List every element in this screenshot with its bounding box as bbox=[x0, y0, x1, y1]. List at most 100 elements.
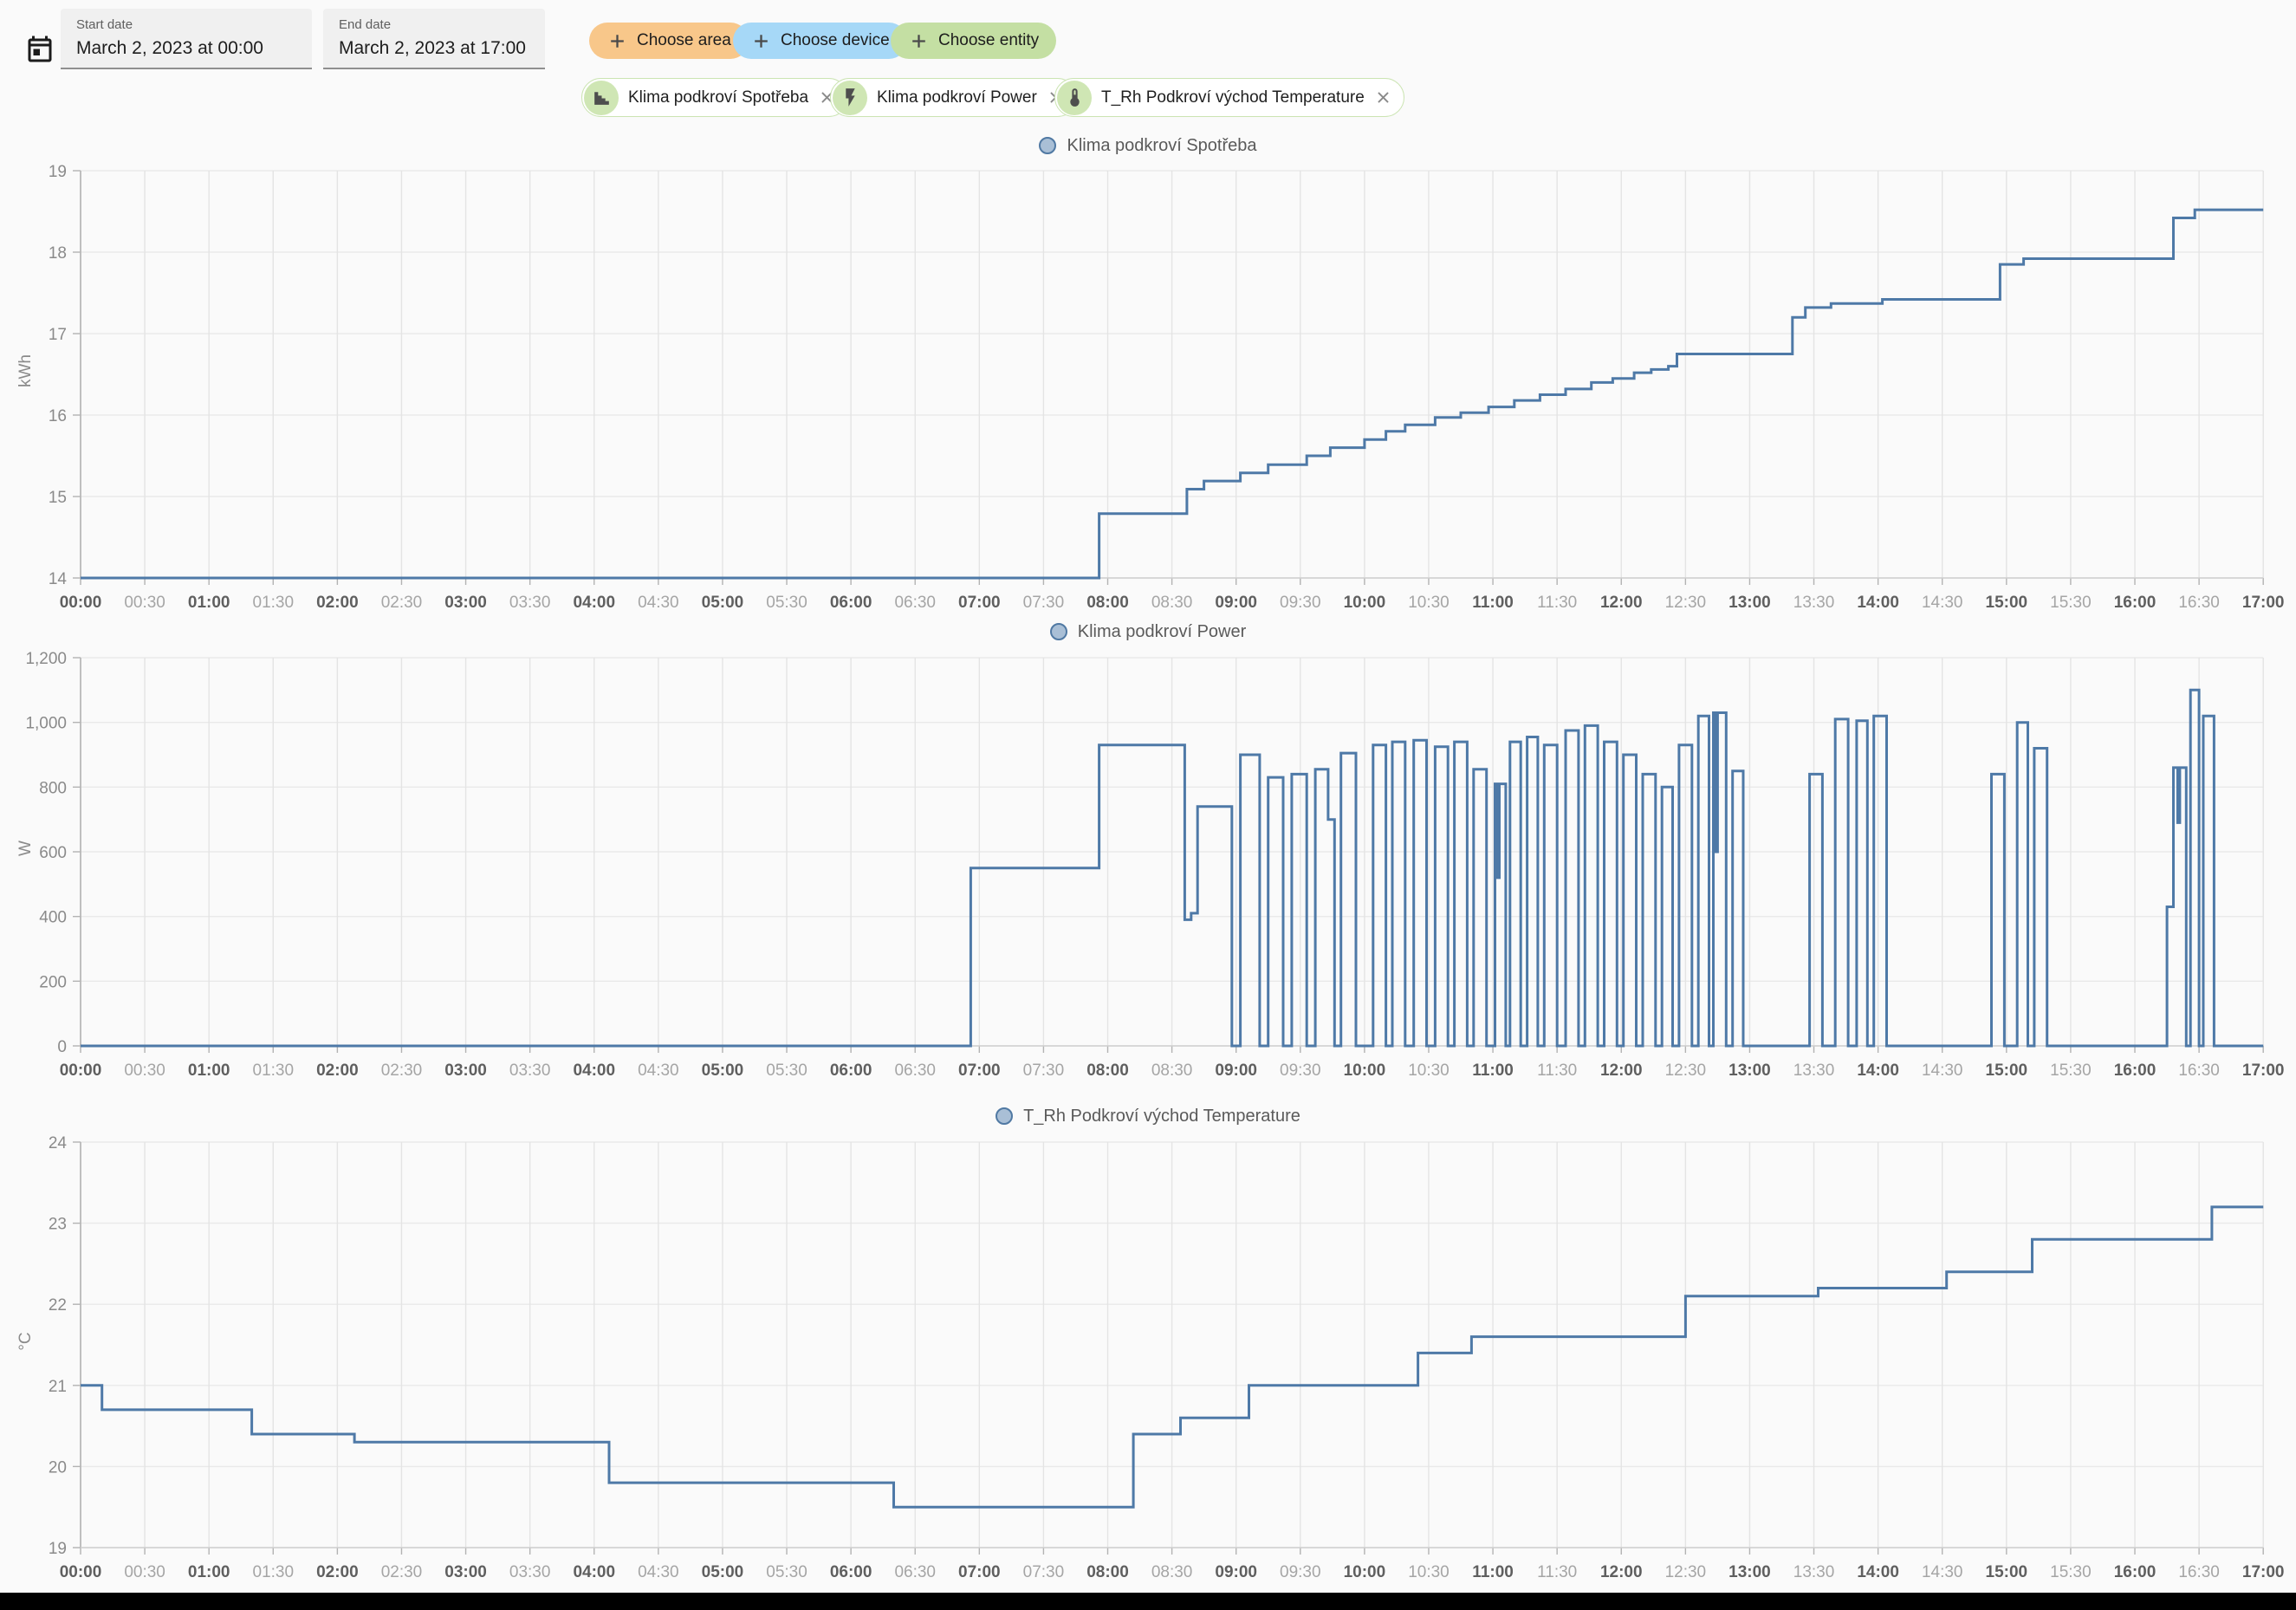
legend-label: Klima podkroví Power bbox=[1077, 621, 1247, 641]
x-tick-label: 04:30 bbox=[638, 1563, 679, 1581]
x-tick-label: 02:30 bbox=[381, 594, 423, 612]
chart-icon bbox=[593, 92, 609, 105]
y-tick-label: 19 bbox=[49, 165, 67, 181]
x-tick-label: 15:30 bbox=[2050, 594, 2092, 612]
x-tick-label: 10:30 bbox=[1408, 1061, 1450, 1079]
x-tick-label: 10:00 bbox=[1344, 1061, 1386, 1079]
chip-klima-spotreba[interactable]: Klima podkroví Spotřeba bbox=[581, 78, 849, 117]
start-date-field[interactable]: Start date March 2, 2023 at 00:00 bbox=[61, 9, 312, 69]
x-tick-label: 13:30 bbox=[1793, 1563, 1835, 1581]
legend-label: Klima podkroví Spotřeba bbox=[1067, 135, 1257, 155]
x-tick-label: 00:00 bbox=[60, 594, 102, 612]
x-tick-label: 16:30 bbox=[2178, 594, 2220, 612]
close-icon[interactable] bbox=[1375, 89, 1391, 106]
x-tick-label: 00:30 bbox=[124, 594, 165, 612]
x-tick-label: 01:00 bbox=[188, 1061, 230, 1079]
choose-area-button[interactable]: Choose area bbox=[589, 23, 749, 59]
x-tick-label: 14:00 bbox=[1857, 1563, 1899, 1581]
x-tick-label: 15:00 bbox=[1986, 594, 2028, 612]
chip-klima-power[interactable]: Klima podkroví Power bbox=[830, 78, 1077, 117]
x-tick-label: 09:00 bbox=[1215, 594, 1257, 612]
flash-icon bbox=[845, 88, 855, 107]
button-label: Choose device bbox=[781, 31, 890, 49]
y-tick-label: 400 bbox=[39, 909, 67, 927]
x-tick-label: 06:00 bbox=[830, 1563, 872, 1581]
chip-close[interactable] bbox=[1375, 89, 1391, 106]
x-tick-label: 06:00 bbox=[830, 1061, 872, 1079]
x-tick-label: 00:30 bbox=[124, 1563, 165, 1581]
chip-temperature[interactable]: T_Rh Podkroví východ Temperature bbox=[1054, 78, 1404, 117]
x-tick-label: 08:30 bbox=[1151, 594, 1193, 612]
x-tick-label: 06:30 bbox=[894, 594, 936, 612]
button-label: Choose area bbox=[637, 31, 731, 49]
x-tick-label: 12:00 bbox=[1600, 1563, 1643, 1581]
x-tick-label: 12:30 bbox=[1665, 1563, 1707, 1581]
legend-temperature[interactable]: T_Rh Podkroví východ Temperature bbox=[0, 1100, 2296, 1132]
bottom-black-bar bbox=[0, 1593, 2296, 1610]
chip-label: T_Rh Podkroví východ Temperature bbox=[1101, 88, 1365, 107]
x-tick-label: 02:30 bbox=[381, 1061, 423, 1079]
x-tick-label: 09:30 bbox=[1280, 1061, 1321, 1079]
x-tick-label: 05:30 bbox=[766, 1061, 807, 1079]
x-tick-label: 04:30 bbox=[638, 1061, 679, 1079]
plus-icon bbox=[755, 34, 768, 48]
legend-power[interactable]: Klima podkroví Power bbox=[0, 616, 2296, 647]
x-tick-label: 01:30 bbox=[253, 594, 295, 612]
legend-energy[interactable]: Klima podkroví Spotřeba bbox=[0, 130, 2296, 161]
x-tick-label: 10:30 bbox=[1408, 1563, 1450, 1581]
x-tick-label: 11:30 bbox=[1537, 594, 1577, 612]
x-tick-label: 12:30 bbox=[1665, 1061, 1707, 1079]
plus-icon bbox=[912, 34, 925, 48]
y-tick-label: 600 bbox=[39, 844, 67, 862]
y-tick-label: 17 bbox=[49, 326, 67, 344]
series-line bbox=[81, 688, 2264, 1048]
x-tick-label: 00:00 bbox=[60, 1061, 102, 1079]
x-tick-label: 15:30 bbox=[2050, 1061, 2092, 1079]
x-tick-label: 15:00 bbox=[1986, 1061, 2028, 1079]
y-tick-label: 18 bbox=[49, 244, 67, 263]
y-tick-label: 19 bbox=[49, 1540, 67, 1558]
x-tick-label: 02:00 bbox=[316, 594, 359, 612]
end-date-field[interactable]: End date March 2, 2023 at 17:00 bbox=[323, 9, 545, 69]
x-tick-label: 11:00 bbox=[1472, 1061, 1514, 1079]
x-tick-label: 14:30 bbox=[1922, 1061, 1963, 1079]
choose-device-button[interactable]: Choose device bbox=[733, 23, 907, 59]
x-tick-label: 05:00 bbox=[702, 594, 744, 612]
x-tick-label: 13:30 bbox=[1793, 1061, 1835, 1079]
chart-svg-1: 0 200 400 600 800 1,000 1,200 00:00 00:30 01:00 01… bbox=[25, 650, 2284, 1079]
y-tick-label: 800 bbox=[39, 779, 67, 797]
x-tick-label: 09:00 bbox=[1215, 1061, 1257, 1079]
x-tick-label: 13:30 bbox=[1793, 594, 1835, 612]
x-tick-label: 10:00 bbox=[1344, 1563, 1386, 1581]
x-tick-label: 10:30 bbox=[1408, 594, 1450, 612]
chip-avatar bbox=[1057, 80, 1092, 115]
x-tick-label: 03:00 bbox=[444, 594, 487, 612]
legend-dot bbox=[1049, 623, 1067, 640]
y-tick-label: 1,000 bbox=[25, 715, 67, 733]
y-tick-label: 20 bbox=[49, 1458, 67, 1477]
x-tick-label: 05:30 bbox=[766, 1563, 807, 1581]
x-tick-label: 02:30 bbox=[381, 1563, 423, 1581]
y-tick-label: 15 bbox=[49, 489, 67, 507]
start-date-value: March 2, 2023 at 00:00 bbox=[76, 38, 263, 58]
x-tick-label: 05:00 bbox=[702, 1563, 744, 1581]
legend-dot bbox=[996, 1107, 1014, 1125]
x-tick-label: 04:00 bbox=[573, 594, 615, 612]
x-tick-label: 05:30 bbox=[766, 594, 807, 612]
y-tick-label: 21 bbox=[49, 1378, 67, 1396]
choose-entity-button[interactable]: Choose entity bbox=[891, 23, 1057, 59]
x-tick-label: 07:30 bbox=[1023, 594, 1065, 612]
y-tick-label: 23 bbox=[49, 1216, 67, 1234]
x-tick-label: 16:30 bbox=[2178, 1563, 2220, 1581]
x-tick-label: 13:00 bbox=[1728, 1061, 1771, 1079]
x-tick-label: 06:00 bbox=[830, 594, 872, 612]
x-tick-label: 16:00 bbox=[2114, 1563, 2157, 1581]
calendar-icon[interactable] bbox=[24, 35, 55, 66]
x-tick-label: 11:30 bbox=[1537, 1563, 1577, 1581]
x-tick-label: 06:30 bbox=[894, 1563, 936, 1581]
x-tick-label: 08:00 bbox=[1086, 1061, 1129, 1079]
x-tick-label: 02:00 bbox=[316, 1061, 359, 1079]
x-tick-label: 15:30 bbox=[2050, 1563, 2092, 1581]
x-tick-label: 15:00 bbox=[1986, 1563, 2028, 1581]
y-tick-label: 0 bbox=[57, 1038, 67, 1056]
